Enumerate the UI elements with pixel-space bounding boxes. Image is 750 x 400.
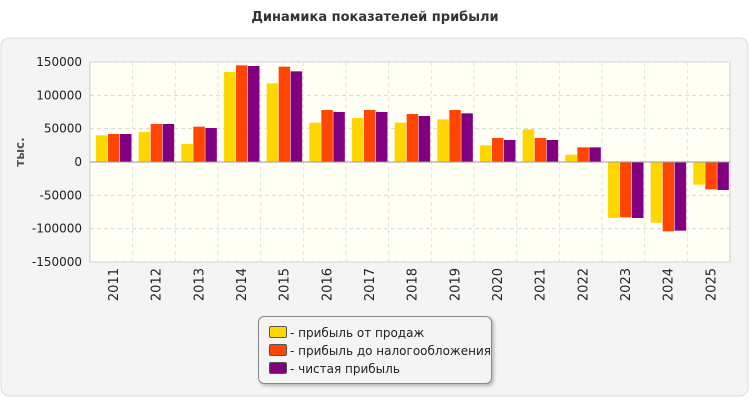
x-tick-label: 2022 [576, 268, 591, 301]
bar-0-2024 [650, 162, 663, 223]
bar-0-2012 [138, 132, 151, 162]
y-tick-label: -150000 [32, 255, 82, 269]
y-tick-label: 100000 [36, 88, 82, 102]
bar-2-2011 [120, 134, 132, 162]
bar-0-2018 [394, 122, 407, 162]
bar-0-2021 [522, 129, 535, 162]
x-tick-label: 2017 [363, 268, 378, 301]
bar-1-2022 [577, 147, 589, 162]
bar-1-2021 [534, 138, 547, 162]
y-tick-label: 150000 [36, 55, 82, 69]
x-tick-label: 2024 [662, 268, 677, 301]
bar-0-2022 [565, 154, 577, 162]
bar-2-2012 [162, 124, 175, 162]
bar-0-2023 [608, 162, 620, 218]
bar-1-2020 [492, 138, 504, 162]
y-axis-label: тыс. [13, 137, 27, 166]
bar-1-2014 [236, 65, 248, 162]
bar-1-2011 [108, 134, 120, 162]
bar-2-2020 [504, 140, 516, 162]
bar-1-2024 [662, 162, 675, 232]
x-tick-label: 2012 [150, 268, 165, 301]
bar-1-2025 [705, 162, 717, 190]
legend-item-pretax-profit: - прибыль до налогообложения [269, 343, 491, 359]
bar-2-2024 [674, 162, 687, 231]
chart-title: Динамика показателей прибыли [251, 10, 499, 25]
x-tick-label: 2025 [704, 268, 719, 301]
x-axis-ticks: 2011 2012 2013 2014 2015 2016 2017 2018 2019 2020… [107, 268, 719, 301]
legend-label-net-profit: чистая прибыль [298, 362, 400, 376]
bar-2-2019 [461, 113, 473, 162]
legend: - прибыль от продаж - прибыль до налогоо… [258, 316, 492, 384]
x-tick-label: 2019 [448, 268, 463, 301]
bar-0-2017 [352, 118, 364, 162]
y-tick-label: 50000 [44, 122, 82, 136]
bar-1-2018 [406, 114, 419, 162]
bar-1-2012 [150, 124, 163, 162]
bar-1-2023 [620, 162, 632, 218]
bar-2-2015 [290, 71, 303, 162]
legend-swatch-pretax-profit [269, 344, 287, 356]
legend-item-sales-profit: - прибыль от продаж [269, 325, 424, 341]
bar-0-2014 [224, 72, 236, 162]
bar-2-2021 [546, 140, 559, 162]
bar-0-2015 [266, 83, 279, 162]
bar-2-2014 [248, 66, 260, 162]
x-tick-label: 2011 [107, 268, 122, 301]
x-tick-label: 2020 [491, 268, 506, 301]
bar-0-2025 [693, 162, 705, 185]
bar-0-2011 [96, 135, 108, 162]
bar-1-2015 [278, 66, 291, 162]
bars-group [90, 65, 730, 232]
bar-0-2019 [437, 119, 449, 162]
legend-label-pretax-profit: прибыль до налогообложения [298, 344, 491, 358]
x-tick-label: 2013 [192, 268, 207, 301]
legend-label-sales-profit: прибыль от продаж [298, 326, 425, 340]
bar-1-2016 [321, 110, 333, 162]
x-tick-label: 2021 [534, 268, 549, 301]
bar-2-2017 [376, 112, 388, 162]
x-tick-label: 2023 [619, 268, 634, 301]
bar-1-2013 [193, 126, 205, 162]
bar-1-2017 [364, 110, 376, 162]
legend-swatch-net-profit [269, 362, 287, 374]
bar-0-2013 [181, 144, 193, 162]
bar-2-2018 [418, 116, 431, 162]
bar-2-2025 [717, 162, 729, 190]
bar-2-2023 [632, 162, 644, 218]
bar-1-2019 [449, 110, 461, 162]
y-tick-label: -50000 [39, 188, 82, 202]
x-tick-label: 2014 [235, 268, 250, 301]
bar-2-2013 [205, 128, 217, 162]
bar-2-2016 [333, 112, 345, 162]
legend-swatch-sales-profit [269, 326, 287, 338]
legend-item-net-profit: - чистая прибыль [269, 361, 400, 377]
bar-2-2022 [589, 147, 601, 162]
y-tick-label: -100000 [32, 222, 82, 236]
x-tick-label: 2015 [278, 268, 293, 301]
y-axis-ticks: 150000 100000 50000 0 -50000 -100000 -150000 [32, 55, 82, 269]
bar-0-2020 [480, 145, 492, 162]
bar-0-2016 [309, 122, 321, 162]
x-tick-label: 2016 [320, 268, 335, 301]
x-tick-label: 2018 [406, 268, 421, 301]
y-tick-label: 0 [74, 155, 82, 169]
